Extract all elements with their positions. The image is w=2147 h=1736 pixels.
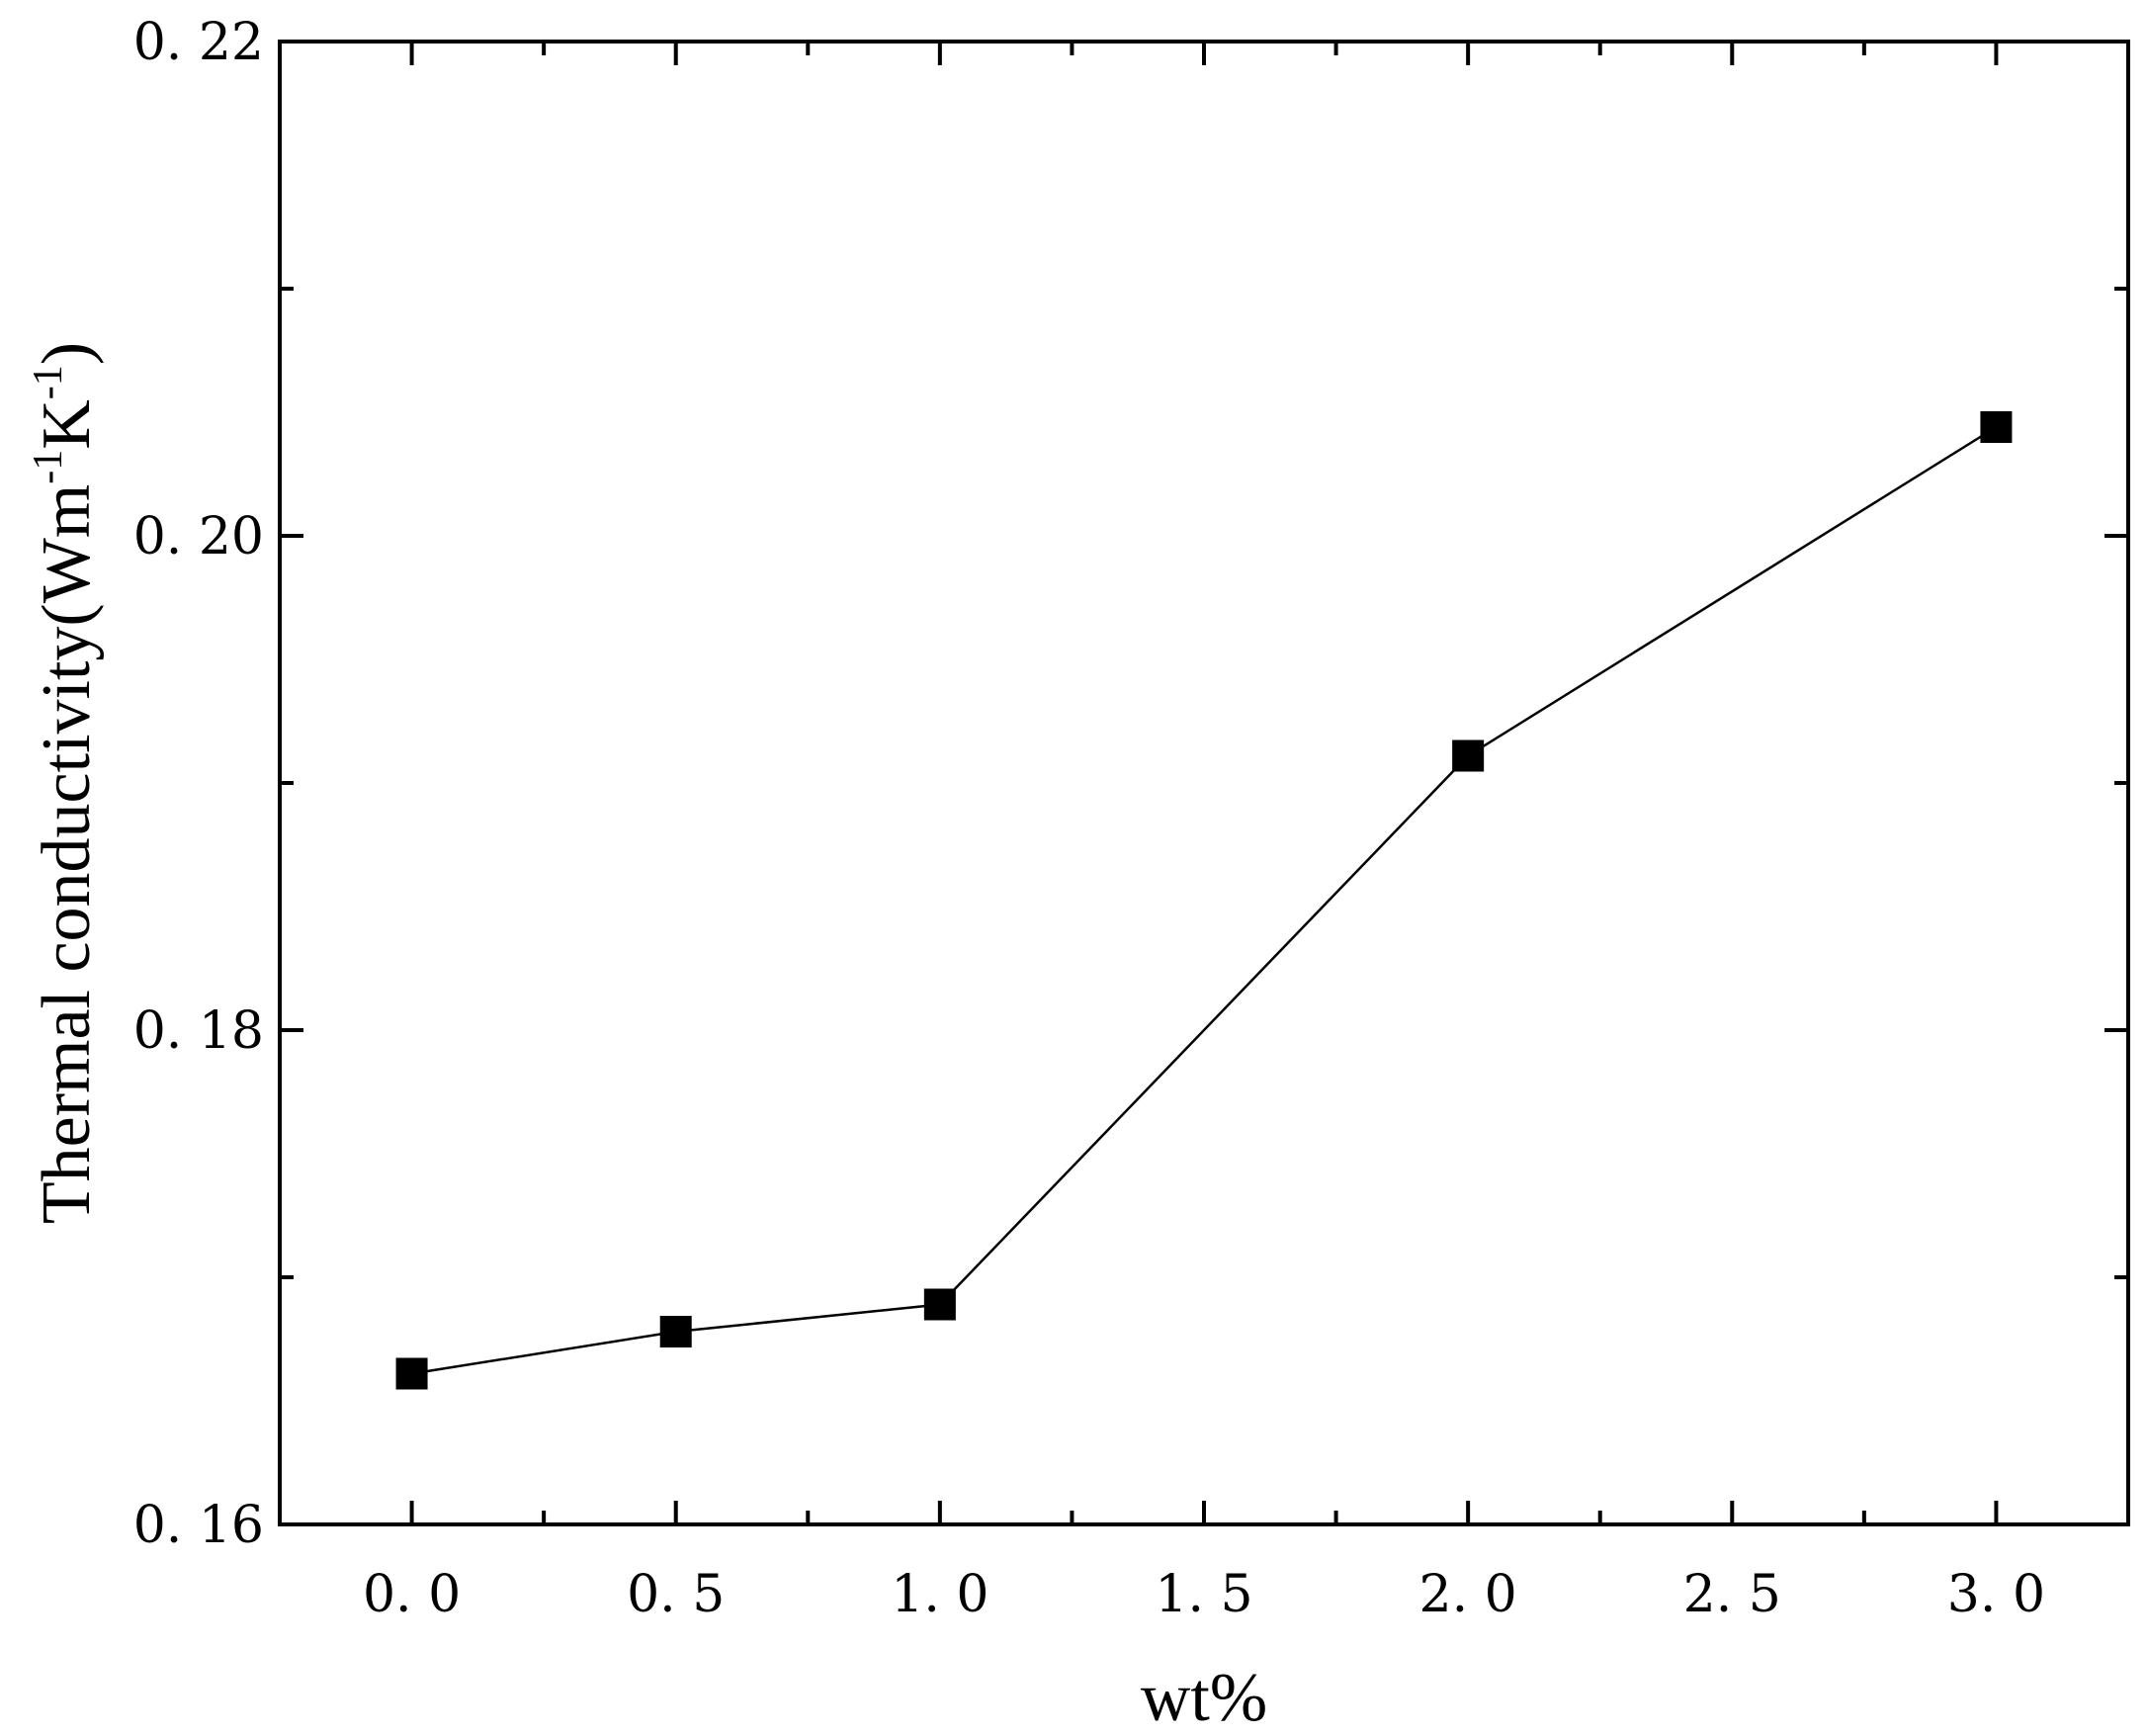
axis-ticks [280,40,2128,1526]
x-axis-label: wt% [1141,1660,1267,1736]
data-point [1980,411,2013,443]
y-axis-label-sup2: -1 [26,365,71,399]
y-axis-label-sup1: -1 [26,450,71,484]
x-tick-label: 2. 5 [1683,1565,1781,1624]
data-point [395,1357,428,1390]
y-axis-label-main: Thermal conductivity(Wm [29,484,105,1224]
tick-labels: 0. 0 0. 5 1. 0 1. 5 2. 0 2. 5 3. 0 0. 16 0. 18 0.… [133,13,2045,1624]
series-layer [395,411,2013,1390]
data-point [923,1288,956,1321]
y-axis-label: Thermal conductivity(Wm-1K-1) [26,342,105,1224]
plot-frame [278,40,2130,1526]
y-axis-label-mid: K [29,399,105,450]
x-tick-label: 1. 0 [891,1565,988,1624]
series-line [411,425,1998,1375]
x-tick-label: 2. 0 [1419,1565,1517,1624]
y-tick-label: 0. 22 [133,13,264,72]
y-tick-label: 0. 20 [133,507,264,566]
y-axis-label-end: ) [29,342,105,365]
data-point [659,1316,692,1347]
y-tick-label: 0. 18 [133,1001,264,1061]
data-point [1452,739,1485,772]
x-tick-label: 1. 5 [1155,1565,1252,1624]
x-tick-label: 0. 5 [627,1565,725,1624]
x-tick-label: 0. 0 [363,1565,461,1624]
y-tick-label: 0. 16 [133,1496,264,1555]
x-tick-label: 3. 0 [1947,1565,2045,1624]
